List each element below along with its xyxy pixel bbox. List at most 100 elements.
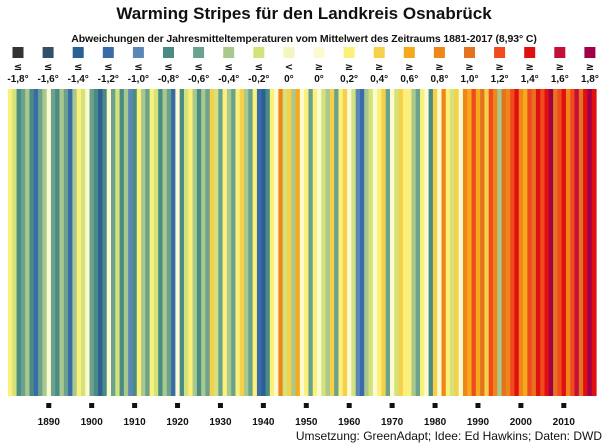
stripe-1891: 1891: ≤ -0,6° — [50, 89, 56, 396]
stripe-1973: 1973: ≥ 0,2° — [402, 89, 408, 396]
x-tick — [217, 403, 223, 408]
legend-swatch — [193, 47, 205, 58]
stripe-1907: 1907: ≤ -0,8° — [119, 89, 125, 396]
stripe-1987: 1987: ≥ 0,8° — [462, 89, 468, 396]
stripe-1885: 1885: ≤ -0,4° — [25, 89, 31, 396]
legend-label: -1,6° — [37, 74, 58, 85]
stripe-1892: 1892: ≤ -0,8° — [55, 89, 61, 396]
stripe-1894: 1894: ≤ -0,6° — [63, 89, 69, 396]
stripe-1893: 1893: ≤ -0,4° — [59, 89, 65, 396]
stripe-2003: 2003: ≥ 1,0° — [531, 89, 537, 396]
legend-swatch — [42, 47, 54, 58]
stripe-1956: 1956: ≥ 0,4° — [329, 89, 335, 396]
stripe-2004: 2004: ≥ 1,4° — [535, 89, 541, 396]
stripe-1928: 1928: ≥ 0,4° — [209, 89, 215, 396]
stripe-1912: 1912: ≤ -0,4° — [141, 89, 146, 396]
stripe-1971: 1971: ≤ -0,2° — [394, 89, 400, 396]
legend-label: -1,2° — [98, 74, 119, 85]
x-tick-label: 2000 — [510, 417, 533, 428]
stripe-2006: 2006: ≥ 1,4° — [544, 89, 550, 396]
stripe-1996: 1996: ≥ 1,0° — [501, 89, 507, 396]
x-tick-label: 1940 — [252, 417, 275, 428]
legend-symbol: ≥ — [556, 62, 564, 73]
stripe-1915: 1915: ≤ -0,2° — [153, 89, 159, 396]
stripe-1964: 1964: ≤ -0,4° — [364, 89, 370, 396]
legend-swatch — [313, 47, 325, 58]
legend-label: 0,6° — [400, 74, 418, 85]
stripe-1947: 1947: ≤ -0,4° — [291, 89, 297, 396]
legend-label: 1,8° — [581, 74, 599, 85]
stripe-1980: 1980: ≥ 0,4° — [432, 89, 438, 396]
stripe-1917: 1917: ≤ -0,4° — [162, 89, 168, 396]
stripe-1962: 1962: ≤ -1,0° — [355, 89, 361, 396]
legend-symbol: ≤ — [194, 62, 202, 73]
stripe-1953: 1953: ≥ 0° — [317, 89, 322, 396]
stripe-1945: 1945: ≤ -0,2° — [282, 89, 288, 396]
stripe-1889: 1889: ≤ -0,4° — [42, 89, 48, 396]
legend-symbol: ≤ — [134, 62, 142, 73]
stripe-1922: 1922: ≤ -0,2° — [183, 89, 189, 396]
stripe-1941: 1941: ≤ -0,8° — [265, 89, 271, 396]
legend-label: 1,6° — [551, 74, 569, 85]
color-legend: ≤-1,8°≤-1,6°≤-1,4°≤-1,2°≤-1,0°≤-0,8°≤-0,… — [7, 47, 599, 85]
stripe-1957: 1957: ≤ -0,6° — [334, 89, 340, 396]
legend-swatch — [72, 47, 84, 58]
legend-swatch — [433, 47, 445, 58]
stripe-1937: 1937: ≤ -0,6° — [248, 89, 254, 396]
x-tick — [89, 403, 95, 408]
stripe-1966: 1966: ≥ 0° — [372, 89, 378, 396]
stripe-2017: 2017: ≥ 1,4° — [591, 89, 597, 396]
stripe-1927: 1927: ≤ -0,6° — [205, 89, 211, 396]
stripe-1884: 1884: ≤ -0,6° — [20, 89, 26, 396]
stripe-1960: 1960: ≥ 0° — [347, 89, 352, 396]
stripe-1913: 1913: ≤ -0,6° — [145, 89, 151, 396]
legend-swatch — [223, 47, 235, 58]
stripe-1936: 1936: ≤ -0,4° — [244, 89, 249, 396]
stripe-1943: 1943: ≥ 0° — [274, 89, 279, 396]
x-tick-label: 1990 — [467, 417, 490, 428]
legend-label: 0° — [284, 74, 294, 85]
legend-label: 1,2° — [491, 74, 509, 85]
stripe-1969: 1969: ≤ -0,6° — [385, 89, 391, 396]
stripe-1926: 1926: ≤ -0,4° — [201, 89, 207, 396]
stripe-1952: 1952: ≥ 0,2° — [312, 89, 318, 396]
legend-label: -1,8° — [7, 74, 28, 85]
legend-symbol: ≤ — [225, 62, 233, 73]
stripe-1935: 1935: ≥ 0,4° — [239, 89, 245, 396]
x-tick-label: 1890 — [38, 417, 61, 428]
legend-swatch — [373, 47, 385, 58]
stripe-1963: 1963: ≤ -1,2° — [359, 89, 365, 396]
x-tick — [432, 403, 438, 408]
legend-swatch — [102, 47, 114, 58]
stripe-1986: 1986: ≥ 0° — [458, 89, 464, 396]
legend-label: 0,4° — [370, 74, 388, 85]
stripe-1883: 1883: ≤ -0,8° — [16, 89, 22, 396]
stripe-1898: 1898: ≤ -0,2° — [80, 89, 86, 396]
stripe-1975: 1975: ≤ -0,4° — [411, 89, 417, 396]
stripe-1978: 1978: ≥ 0° — [424, 89, 430, 396]
legend-label: -0,6° — [188, 74, 209, 85]
stripe-2011: 2011: ≥ 0,8° — [565, 89, 571, 396]
stripe-1924: 1924: ≤ -0,4° — [192, 89, 198, 396]
stripe-1929: 1929: ≤ -0,2° — [214, 89, 219, 396]
stripe-1914: 1914: ≥ 0,2° — [149, 89, 155, 396]
stripe-1999: 1999: ≥ 1,4° — [514, 89, 520, 396]
stripe-1905: 1905: ≤ -0,6° — [111, 89, 116, 396]
legend-symbol: < — [285, 62, 293, 73]
stripe-1899: 1899: ≥ 0° — [85, 89, 91, 396]
stripe-1955: 1955: ≤ -0,4° — [325, 89, 331, 396]
stripe-1959: 1959: ≥ 0,4° — [342, 89, 348, 396]
stripe-1902: 1902: ≤ -1,4° — [98, 89, 104, 396]
x-tick-label: 1970 — [381, 417, 404, 428]
legend-swatch — [554, 47, 566, 58]
legend-swatch — [584, 47, 596, 58]
stripe-1961: 1961: ≤ -0,2° — [351, 89, 357, 396]
stripe-1967: 1967: ≥ 0,2° — [377, 89, 382, 396]
stripe-1968: 1968: ≥ 0,4° — [381, 89, 387, 396]
stripe-1888: 1888: ≤ -0,6° — [38, 89, 43, 396]
legend-symbol: ≥ — [435, 62, 443, 73]
stripe-1886: 1886: ≤ -0,8° — [29, 89, 35, 396]
stripe-1944: 1944: ≥ 0,8° — [278, 89, 284, 396]
legend-swatch — [132, 47, 144, 58]
legend-swatch — [343, 47, 355, 58]
